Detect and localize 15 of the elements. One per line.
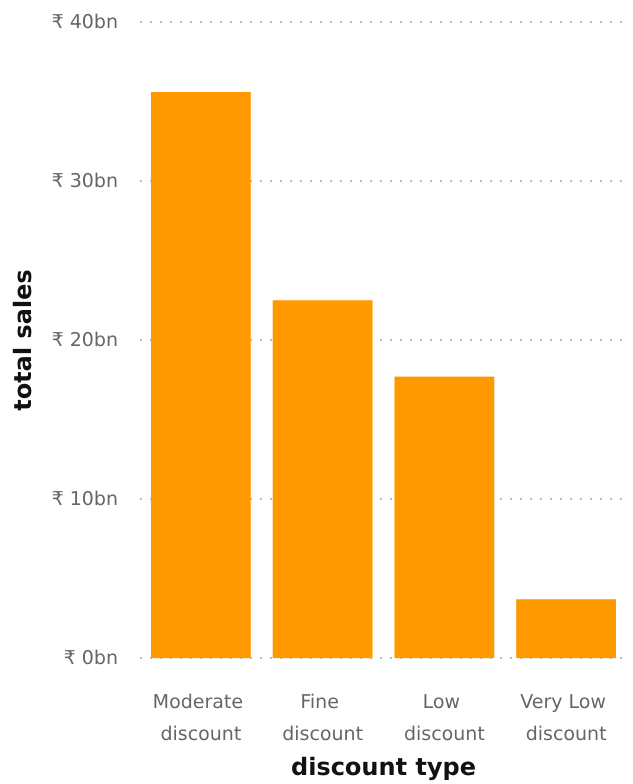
x-axis-title: discount type: [291, 753, 476, 781]
x-tick-label: Low discount: [404, 691, 485, 746]
y-tick-label: ₹ 40bn: [52, 11, 118, 33]
bar: [516, 599, 616, 658]
bar: [394, 376, 494, 658]
x-tick-label: Moderate discount: [152, 691, 250, 746]
y-tick-label: ₹ 20bn: [52, 329, 118, 352]
y-tick-label: ₹ 0bn: [64, 647, 118, 670]
y-tick-label: ₹ 30bn: [52, 170, 118, 192]
bar: [150, 92, 251, 658]
y-axis-title: total sales: [9, 269, 37, 411]
bar: [272, 300, 373, 658]
x-tick-label: Fine discount: [282, 691, 364, 746]
y-tick-label: ₹ 10bn: [52, 488, 118, 510]
x-tick-label: Very Low discount: [520, 691, 612, 746]
